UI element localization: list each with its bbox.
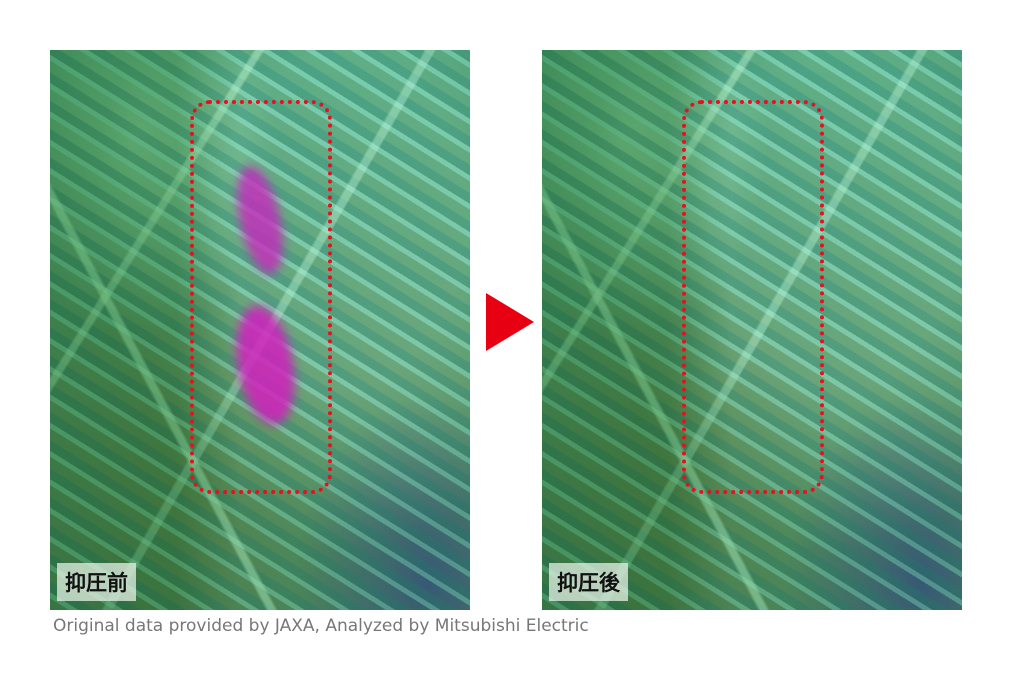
- arrow-right-icon: [486, 293, 534, 351]
- region-of-interest-box: [190, 100, 332, 494]
- satellite-image-after: 抑圧後: [542, 50, 962, 610]
- image-credit-caption: Original data provided by JAXA, Analyzed…: [53, 616, 589, 636]
- panel-label-before: 抑圧前: [57, 563, 136, 601]
- panel-label-after: 抑圧後: [549, 563, 628, 601]
- region-of-interest-box: [682, 100, 824, 494]
- satellite-image-before: 抑圧前: [50, 50, 470, 610]
